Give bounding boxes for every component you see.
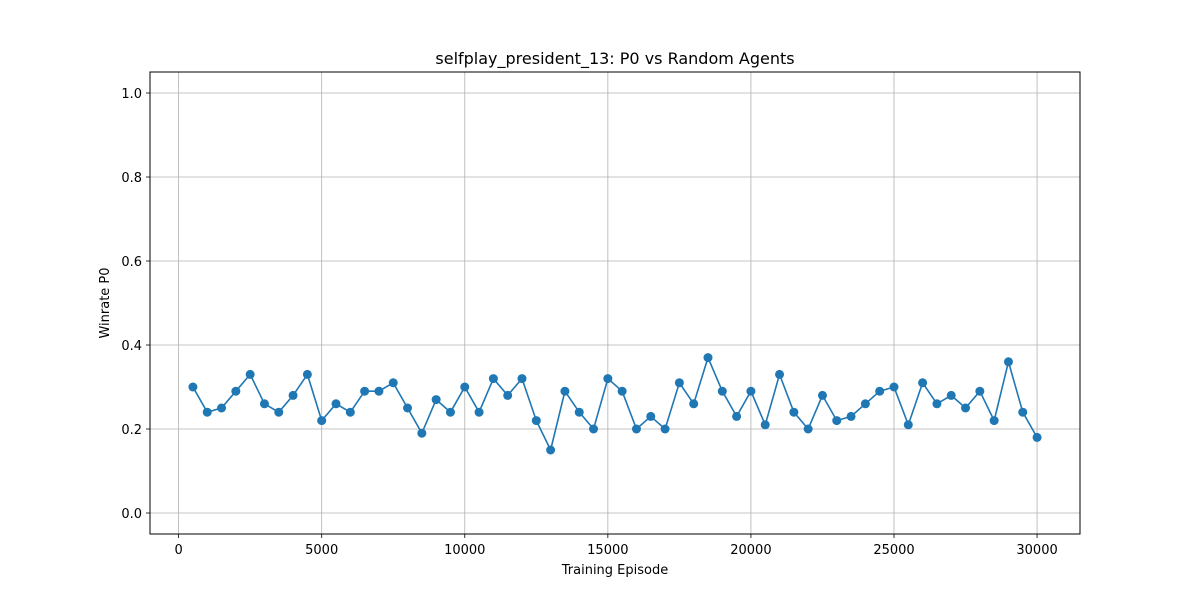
- data-point: [846, 411, 856, 421]
- data-point: [1003, 357, 1013, 367]
- series-points: [188, 353, 1042, 455]
- data-point: [217, 403, 227, 413]
- data-point: [646, 411, 656, 421]
- data-point: [803, 424, 813, 434]
- data-point: [388, 378, 398, 388]
- data-point: [875, 386, 885, 396]
- data-point: [789, 407, 799, 417]
- data-point: [503, 390, 513, 400]
- data-point: [732, 411, 742, 421]
- data-point: [403, 403, 413, 413]
- data-point: [760, 420, 770, 430]
- x-tick-label: 30000: [1016, 543, 1057, 558]
- data-point: [746, 386, 756, 396]
- data-point: [961, 403, 971, 413]
- y-tick-label: 0.6: [121, 255, 142, 270]
- y-axis-ticks: 0.0 0.2 0.4 0.6 0.8 1.0: [121, 87, 150, 522]
- data-point: [431, 395, 441, 405]
- data-point: [231, 386, 241, 396]
- x-axis-label: Training Episode: [561, 563, 668, 578]
- data-point: [918, 378, 928, 388]
- data-point: [860, 399, 870, 409]
- data-point: [674, 378, 684, 388]
- x-tick-label: 5000: [305, 543, 338, 558]
- x-tick-label: 20000: [730, 543, 771, 558]
- data-point: [946, 390, 956, 400]
- data-point: [360, 386, 370, 396]
- data-point: [717, 386, 727, 396]
- data-point: [889, 382, 899, 392]
- y-tick-label: 0.0: [121, 507, 142, 522]
- data-point: [302, 369, 312, 379]
- x-tick-label: 25000: [873, 543, 914, 558]
- data-point: [345, 407, 355, 417]
- data-point: [817, 390, 827, 400]
- y-tick-label: 0.8: [121, 171, 142, 186]
- data-point: [689, 399, 699, 409]
- y-axis-label: Winrate P0: [98, 267, 113, 338]
- data-point: [274, 407, 284, 417]
- data-point: [660, 424, 670, 434]
- y-tick-label: 1.0: [121, 87, 142, 102]
- data-point: [445, 407, 455, 417]
- data-point: [832, 416, 842, 426]
- data-point: [374, 386, 384, 396]
- data-point: [488, 374, 498, 384]
- grid: [150, 72, 1080, 534]
- x-tick-label: 15000: [587, 543, 628, 558]
- series-line: [192, 355, 1038, 453]
- x-tick-label: 10000: [444, 543, 485, 558]
- data-point: [589, 424, 599, 434]
- data-point: [932, 399, 942, 409]
- data-point: [1032, 432, 1042, 442]
- chart-title: selfplay_president_13: P0 vs Random Agen…: [435, 49, 794, 69]
- data-point: [989, 416, 999, 426]
- data-point: [975, 386, 985, 396]
- data-point: [188, 382, 198, 392]
- data-point: [288, 390, 298, 400]
- data-point: [245, 369, 255, 379]
- plot-frame: [149, 71, 1081, 535]
- data-point: [517, 374, 527, 384]
- y-tick-label: 0.4: [121, 339, 142, 354]
- x-tick-label: 0: [174, 543, 182, 558]
- data-point: [317, 416, 327, 426]
- data-point: [460, 382, 470, 392]
- data-point: [775, 369, 785, 379]
- series-polyline: [192, 355, 1038, 453]
- data-point: [331, 399, 341, 409]
- y-tick-label: 0.2: [121, 423, 142, 438]
- data-point: [603, 374, 613, 384]
- data-point: [531, 416, 541, 426]
- data-point: [417, 428, 427, 438]
- data-point: [617, 386, 627, 396]
- data-point: [703, 353, 713, 363]
- data-point: [546, 445, 556, 455]
- data-point: [474, 407, 484, 417]
- data-point: [574, 407, 584, 417]
- data-point: [202, 407, 212, 417]
- data-point: [1018, 407, 1028, 417]
- data-point: [631, 424, 641, 434]
- data-point: [560, 386, 570, 396]
- x-axis-ticks: 0 5000 10000 15000 20000 25000 30000: [174, 534, 1058, 558]
- data-point: [259, 399, 269, 409]
- data-point: [903, 420, 913, 430]
